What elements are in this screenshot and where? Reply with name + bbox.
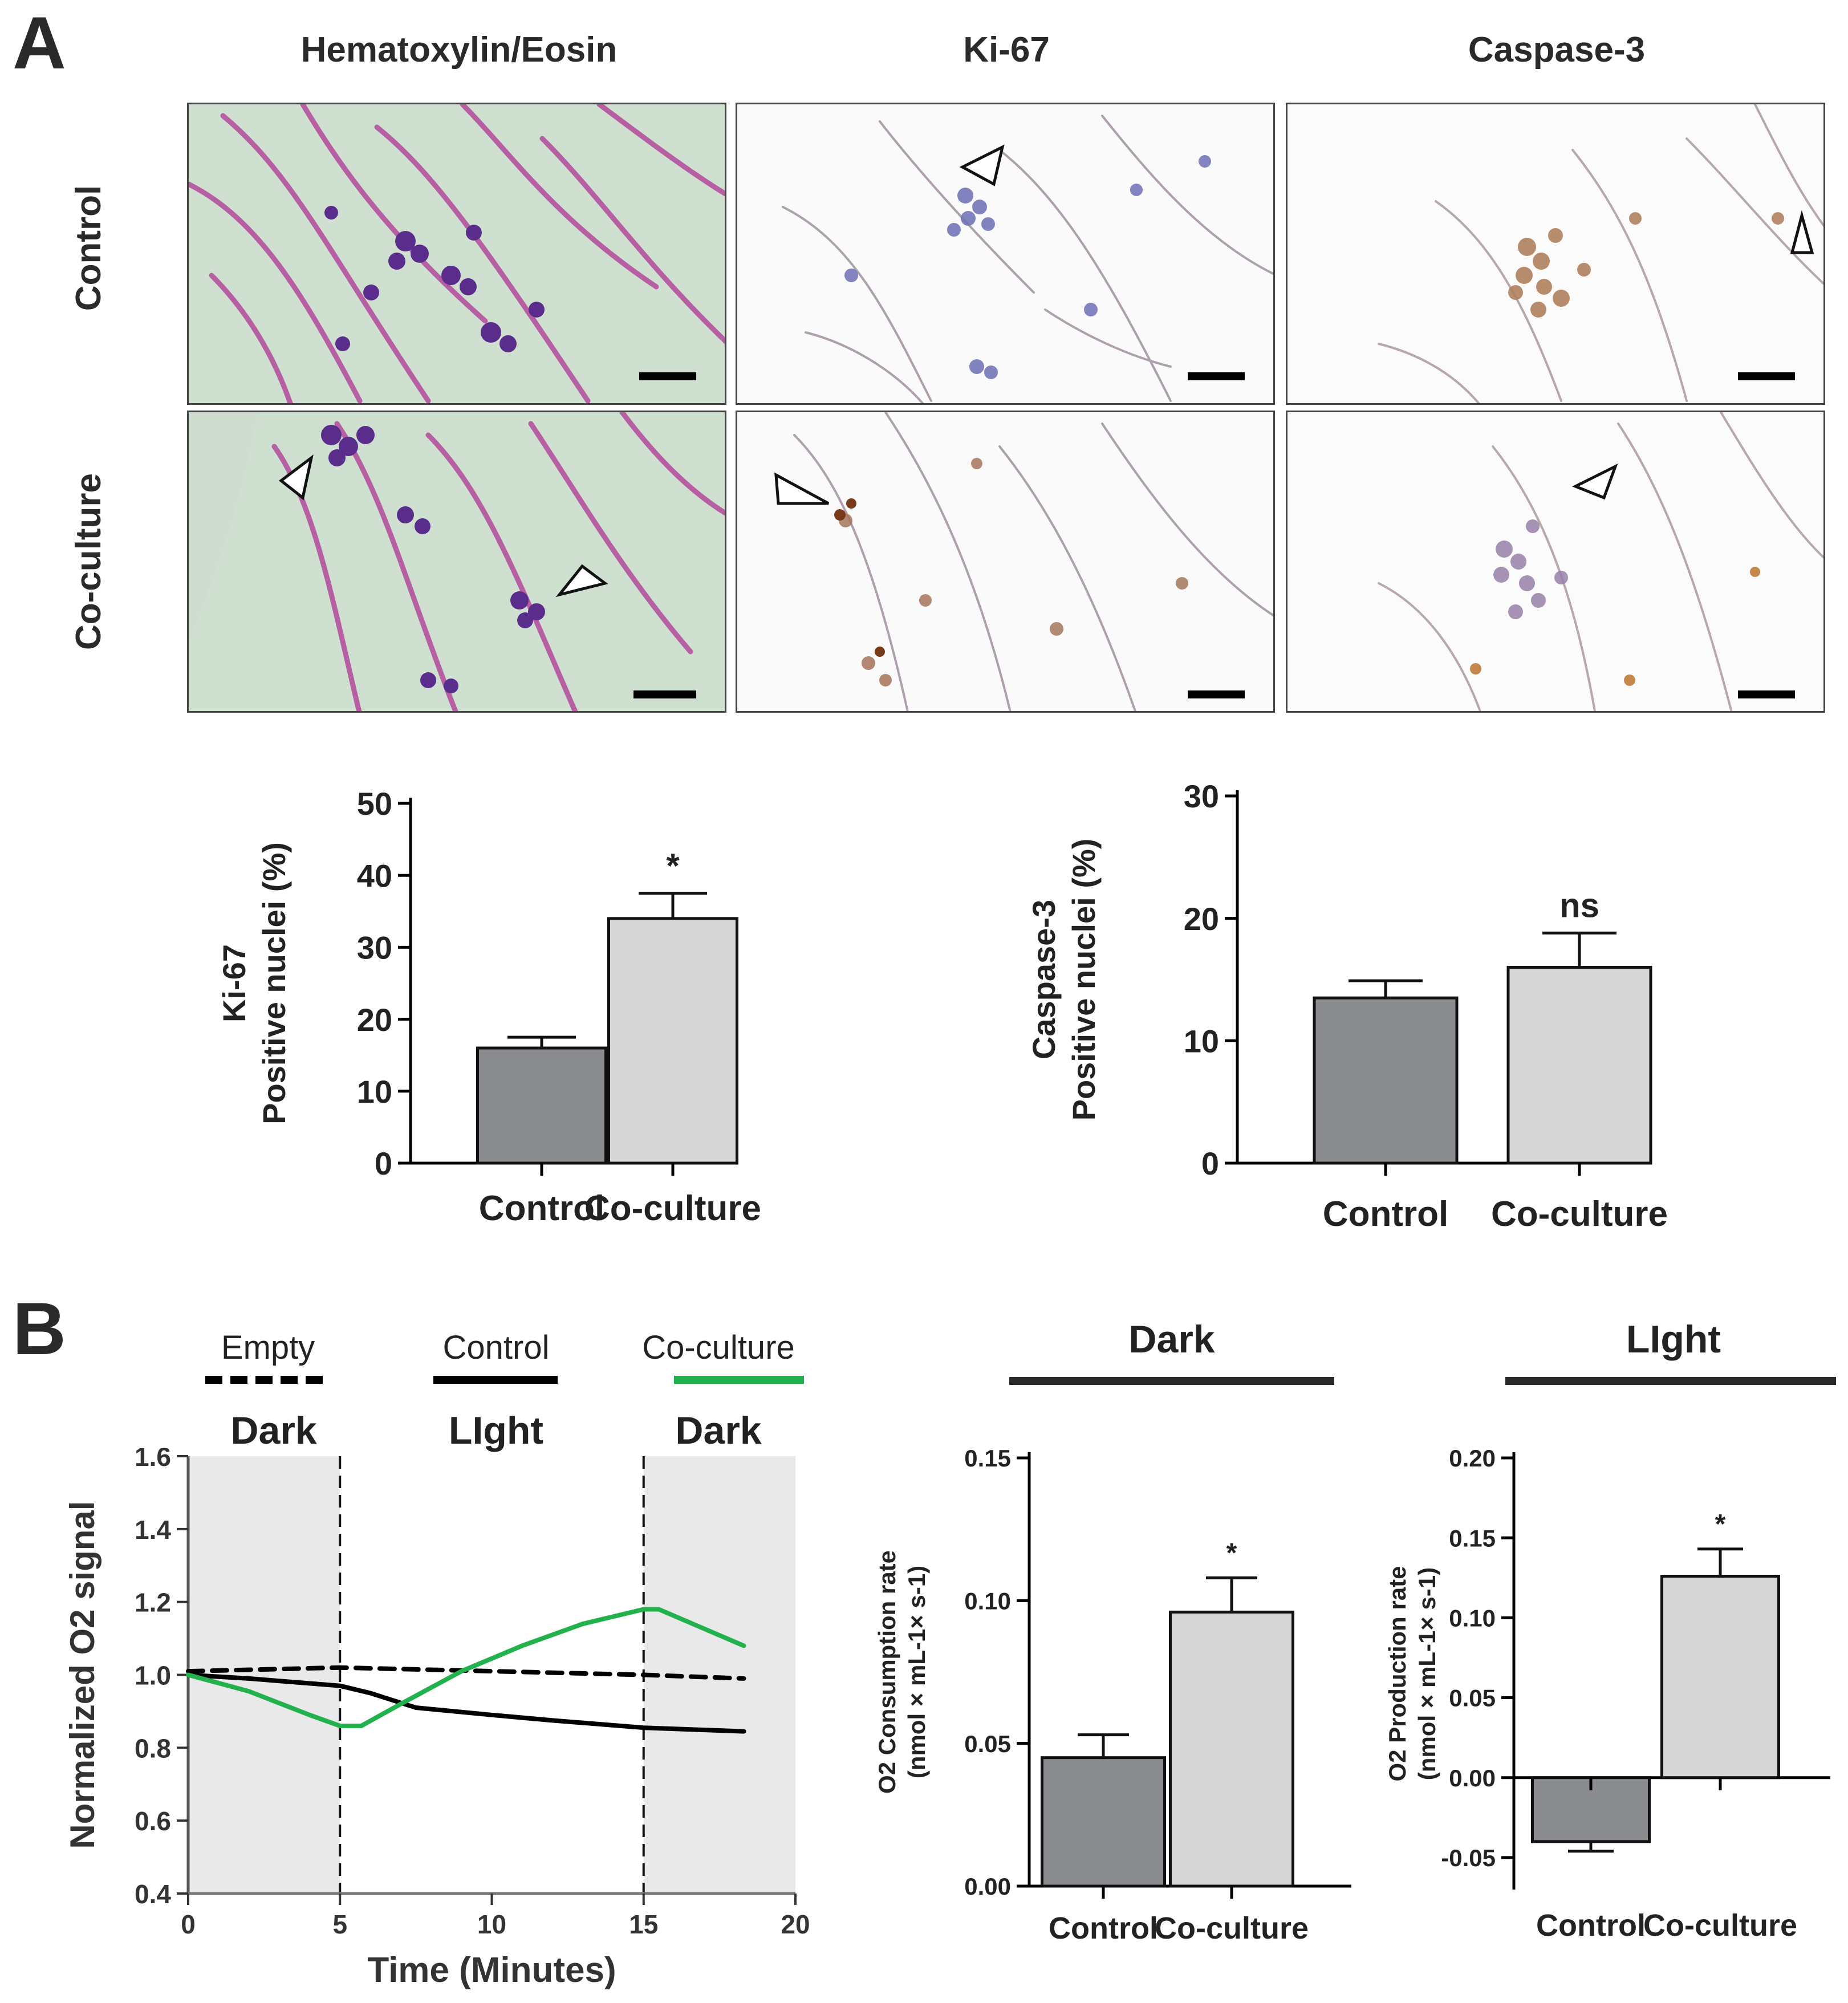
series-line-co-culture [186,1607,746,1728]
column-title-caspase3: Caspase-3 [1468,30,1646,70]
legend-label-empty: Empty [221,1329,315,1366]
y-tick-label: 0.10 [1449,1604,1496,1631]
y-tick-label: 0.20 [1449,1445,1496,1472]
y-axis-label: (nmol × mL-1× s-1) [903,1566,930,1778]
micrograph-he-control [187,103,726,405]
scale-bar [1188,690,1245,698]
significance-label: * [1226,1538,1237,1568]
panel-letter-b: B [13,1287,66,1370]
y-tick-label: 20 [357,1002,392,1038]
micrograph-ki67-control [736,103,1275,405]
y-axis-label: (nmol × mL-1× s-1) [1414,1567,1440,1780]
significance-label: ns [1559,886,1599,924]
y-axis-label: Positive nuclei (%) [1066,839,1102,1121]
x-tick-label: 5 [332,1909,347,1939]
micrograph-he-coculture [187,411,726,713]
y-tick-label: 0.15 [1449,1525,1496,1551]
y-tick-label: 0 [1201,1145,1219,1181]
x-tick-label: 0 [181,1909,196,1939]
phase-label-dark-1: Dark [230,1409,317,1452]
series-line-empty [186,1665,746,1681]
significance-label: * [1715,1509,1726,1539]
bar-co-culture [1169,1610,1294,1888]
header-light: LIght [1626,1318,1721,1361]
x-tick-label: Co-culture [584,1189,761,1228]
y-axis-label: Normalized O2 signal [63,1501,101,1848]
y-tick-label: 0.05 [1449,1685,1496,1712]
bar-control [1041,1756,1166,1888]
bar-co-culture [607,917,738,1165]
y-tick-label: 1.4 [135,1515,171,1545]
scale-bar [633,690,696,698]
x-tick-label: Co-culture [1155,1911,1309,1945]
y-tick-label: 1.6 [135,1448,171,1472]
x-tick-label: 10 [477,1909,506,1939]
scale-bar [1738,372,1795,380]
y-axis-label: O2 Production rate [1384,1566,1411,1781]
y-axis-label: O2 Consumption rate [874,1550,900,1794]
x-tick-label: Control [1323,1195,1448,1234]
panel-letter-a: A [13,1,66,84]
y-tick-label: 10 [1184,1023,1219,1059]
bar-control [1313,996,1459,1165]
y-tick-label: 0.10 [964,1587,1011,1614]
y-tick-label: 0.4 [135,1879,171,1909]
y-tick-label: 0.8 [135,1733,171,1763]
caspase3-bar-chart: 0 10 20 30 Control Co-culture ns Caspase-3 Posit… [1026,778,1668,1234]
x-tick-label: 15 [629,1909,658,1939]
scale-bar [639,372,696,380]
x-tick-label: Co-culture [1643,1908,1797,1943]
y-tick-label: 0.00 [1449,1765,1496,1791]
y-tick-label: 0.15 [964,1445,1011,1472]
scale-bar [1738,690,1795,698]
o2-production-bar-chart: -0.05 0.00 0.05 0.10 0.15 0.20 ControlCo-cultu… [1384,1445,1830,1943]
y-tick-label: 30 [1184,778,1219,814]
y-tick-label: 1.2 [135,1588,171,1618]
y-tick-label: 0 [375,1145,392,1181]
y-axis-label: Caspase-3 [1026,900,1062,1059]
row-title-control: Control [69,185,108,311]
scale-bar [1188,372,1245,380]
row-title-coculture: Co-culture [69,473,108,650]
o2-signal-line-chart: 0.4 0.6 0.8 1.0 1.2 1.4 1.6 0 5 10 15 20 Time (Minut… [63,1448,810,1990]
micrograph-caspase3-coculture [1286,411,1825,713]
y-axis-label: Positive nuclei (%) [256,842,292,1124]
header-dark-rule [1009,1377,1334,1385]
phase-label-dark-2: Dark [675,1409,762,1452]
legend-label-coculture: Co-culture [642,1329,795,1366]
series-line-control [186,1672,746,1734]
y-tick-label: 0.05 [964,1730,1011,1757]
x-tick-label: Co-culture [1491,1195,1668,1234]
micrograph-caspase3-control [1286,103,1825,405]
y-tick-label: 50 [357,786,392,822]
y-axis-label: Ki-67 [216,944,252,1022]
column-title-ki67: Ki-67 [963,30,1050,70]
header-dark: Dark [1128,1318,1215,1361]
x-axis-label: Time (Minutes) [367,1951,616,1990]
x-tick-label: 20 [781,1909,810,1939]
x-tick-label: Control [1536,1908,1646,1943]
y-tick-label: 40 [357,858,392,893]
x-tick-label: Control [479,1189,604,1228]
y-tick-label: 10 [357,1074,392,1110]
x-tick-label: Control [1049,1911,1158,1945]
y-tick-label: 0.6 [135,1806,171,1836]
y-tick-label: 30 [357,930,392,966]
phase-label-light: LIght [448,1409,544,1452]
legend-label-control: Control [442,1329,550,1366]
y-tick-label: 0.00 [964,1873,1011,1900]
y-tick-label: 1.0 [135,1661,171,1691]
significance-label: * [666,847,680,885]
bar-co-culture [1660,1574,1780,1779]
column-title-he: Hematoxylin/Eosin [300,30,618,70]
y-tick-label: -0.05 [1441,1844,1496,1871]
bar-control [476,1046,607,1165]
y-tick-label: 20 [1184,901,1219,937]
micrograph-ki67-coculture [736,411,1275,713]
header-light-rule [1505,1377,1836,1385]
bar-co-culture [1506,966,1652,1165]
legend-lines [205,1376,804,1384]
